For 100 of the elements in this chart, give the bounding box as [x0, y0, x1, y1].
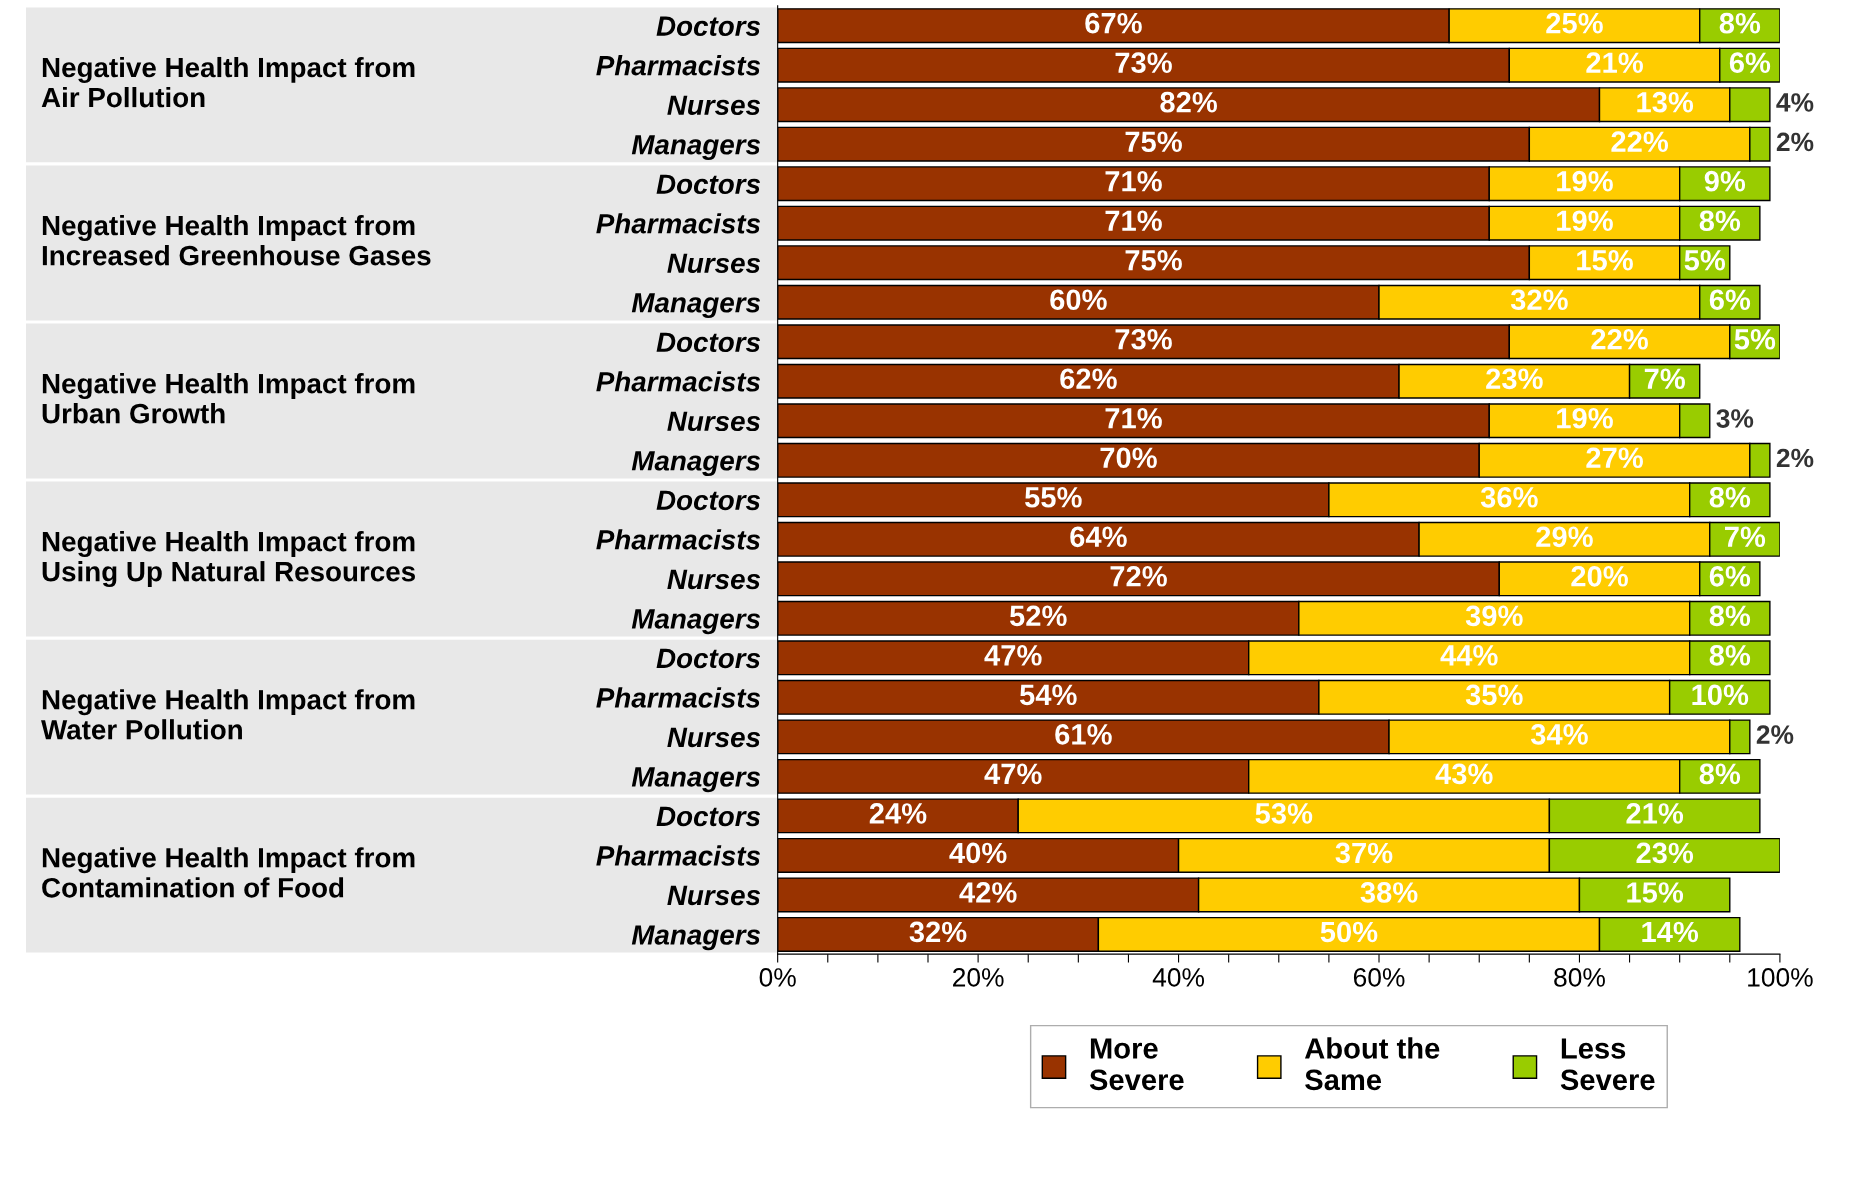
y-tick-label: Managers [631, 609, 761, 635]
data-label: 19% [1557, 210, 1613, 232]
data-label: 73% [1115, 328, 1172, 350]
data-label: 53% [1255, 803, 1313, 824]
data-label: 4% [1776, 93, 1814, 112]
data-label: 3% [1716, 409, 1754, 428]
data-label: 22% [1611, 131, 1669, 152]
text: Negative Health Impact from Increased Greenhouse Gases [42, 214, 431, 266]
y-tick-label: Doctors [656, 648, 761, 669]
y-tick-label: Managers [631, 135, 761, 161]
data-label: 72% [1110, 565, 1167, 587]
y-tick-label: Nurses [667, 253, 761, 274]
data-label: 2% [1756, 725, 1794, 744]
data-label: 29% [1536, 526, 1593, 548]
text: Negative Health Impact from Using Up Natural Resources [42, 531, 415, 588]
text: Negative Health Impact from Water Pollution [41, 689, 415, 740]
y-tick-label: Pharmacists [596, 213, 761, 234]
data-label: 8% [1719, 12, 1761, 34]
y-tick-label: Doctors [656, 332, 761, 353]
y-tick-label: Nurses [667, 569, 761, 590]
data-label: 5% [1734, 328, 1776, 350]
data-label: 75% [1125, 249, 1182, 271]
data-label: 22% [1591, 328, 1648, 350]
text: Negative Health Impact from Urban Growth [42, 373, 415, 424]
y-tick-label: Doctors [656, 16, 761, 36]
y-tick-label: Pharmacists [596, 371, 761, 392]
y-tick-label: Pharmacists [596, 529, 761, 550]
y-tick-label: Managers [631, 451, 761, 477]
data-label: 55% [1024, 487, 1082, 508]
data-label: 6% [1709, 565, 1751, 587]
legend-label: About the Same [1304, 1037, 1440, 1091]
data-label: 8% [1709, 486, 1751, 508]
data-label: 35% [1465, 684, 1523, 706]
y-tick-label: Managers [631, 925, 761, 951]
data-label: 71% [1105, 170, 1162, 192]
data-label: 54% [1019, 684, 1077, 706]
data-label: 15% [1577, 249, 1633, 271]
y-tick-label: Nurses [667, 885, 761, 906]
data-label: 82% [1160, 91, 1217, 113]
data-label: 34% [1530, 724, 1588, 745]
x-tick-label: 60% [1353, 968, 1405, 987]
data-label: 27% [1586, 447, 1643, 469]
data-label: 73% [1115, 52, 1172, 74]
data-label: 67% [1085, 12, 1142, 34]
data-label: 14% [1642, 921, 1699, 943]
data-label: 37% [1335, 842, 1393, 864]
data-label: 47% [984, 645, 1042, 666]
data-label: 47% [984, 763, 1042, 785]
y-tick-label: Doctors [656, 806, 761, 827]
x-tick-label: 100% [1748, 968, 1813, 987]
y-tick-label: Nurses [667, 727, 761, 748]
data-label: 36% [1480, 486, 1538, 508]
data-label: 40% [949, 842, 1007, 864]
data-label: 71% [1105, 408, 1162, 429]
legend-label: More Severe [1089, 1038, 1184, 1091]
y-tick-label: Pharmacists [596, 845, 761, 866]
data-label: 75% [1125, 131, 1182, 153]
data-label: 8% [1699, 210, 1741, 232]
data-label: 61% [1055, 724, 1112, 745]
data-label: 8% [1709, 645, 1751, 666]
data-label: 52% [1009, 605, 1067, 627]
data-label: 9% [1704, 170, 1746, 192]
data-label: 15% [1627, 882, 1684, 903]
x-tick-label: 80% [1554, 968, 1605, 987]
y-tick-label: Pharmacists [596, 55, 761, 76]
x-tick-label: 0% [759, 968, 796, 987]
data-label: 42% [959, 882, 1017, 903]
data-label: 62% [1060, 368, 1117, 390]
data-label: 19% [1557, 170, 1613, 192]
data-label: 20% [1571, 565, 1628, 587]
y-tick-label: Managers [631, 767, 761, 793]
data-label: 24% [869, 803, 927, 824]
data-label: 71% [1105, 210, 1162, 231]
data-label: 8% [1709, 605, 1751, 627]
data-label: 10% [1692, 684, 1749, 706]
data-label: 64% [1070, 526, 1127, 548]
data-label: 43% [1435, 763, 1493, 785]
y-tick-label: Doctors [656, 490, 761, 511]
data-label: 44% [1440, 645, 1498, 666]
data-label: 7% [1725, 526, 1766, 548]
data-label: 5% [1684, 249, 1726, 271]
y-tick-label: Managers [631, 293, 761, 319]
data-label: 25% [1546, 12, 1603, 34]
data-label: 70% [1100, 447, 1157, 469]
text: Negative Health Impact from Contamination of Food [42, 847, 415, 898]
data-label: 6% [1709, 289, 1751, 311]
x-tick-label: 40% [1152, 968, 1205, 987]
y-tick-label: Nurses [667, 95, 761, 116]
data-label: 8% [1699, 763, 1741, 785]
data-label: 38% [1360, 882, 1418, 903]
data-label: 32% [1510, 289, 1568, 311]
data-label: 7% [1644, 368, 1685, 390]
data-label: 2% [1776, 448, 1814, 468]
data-label: 21% [1626, 803, 1684, 824]
data-label: 39% [1465, 605, 1523, 627]
text: Negative Health Impact from Air Pollution [41, 56, 415, 108]
data-label: 6% [1729, 52, 1771, 73]
data-label: 23% [1636, 842, 1694, 864]
y-tick-label: Nurses [667, 411, 761, 432]
x-tick-label: 20% [953, 968, 1004, 987]
